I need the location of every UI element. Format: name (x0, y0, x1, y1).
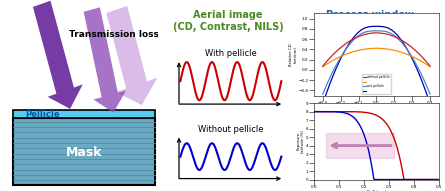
Text: Mask: Mask (66, 146, 102, 159)
Text: Pellicle: Pellicle (25, 110, 60, 119)
FancyBboxPatch shape (13, 118, 155, 185)
Text: Aerial image
(CD, Contrast, NILS): Aerial image (CD, Contrast, NILS) (173, 10, 283, 32)
FancyBboxPatch shape (291, 0, 445, 191)
Polygon shape (84, 7, 126, 113)
FancyBboxPatch shape (13, 110, 155, 118)
Text: With pellicle: With pellicle (205, 49, 257, 58)
FancyBboxPatch shape (153, 0, 303, 191)
Polygon shape (33, 1, 83, 109)
Text: Process window
(DoF, EL): Process window (DoF, EL) (327, 10, 414, 32)
Text: Transmission loss: Transmission loss (69, 30, 158, 39)
Polygon shape (106, 6, 158, 105)
Text: Without pellicle: Without pellicle (198, 125, 263, 134)
